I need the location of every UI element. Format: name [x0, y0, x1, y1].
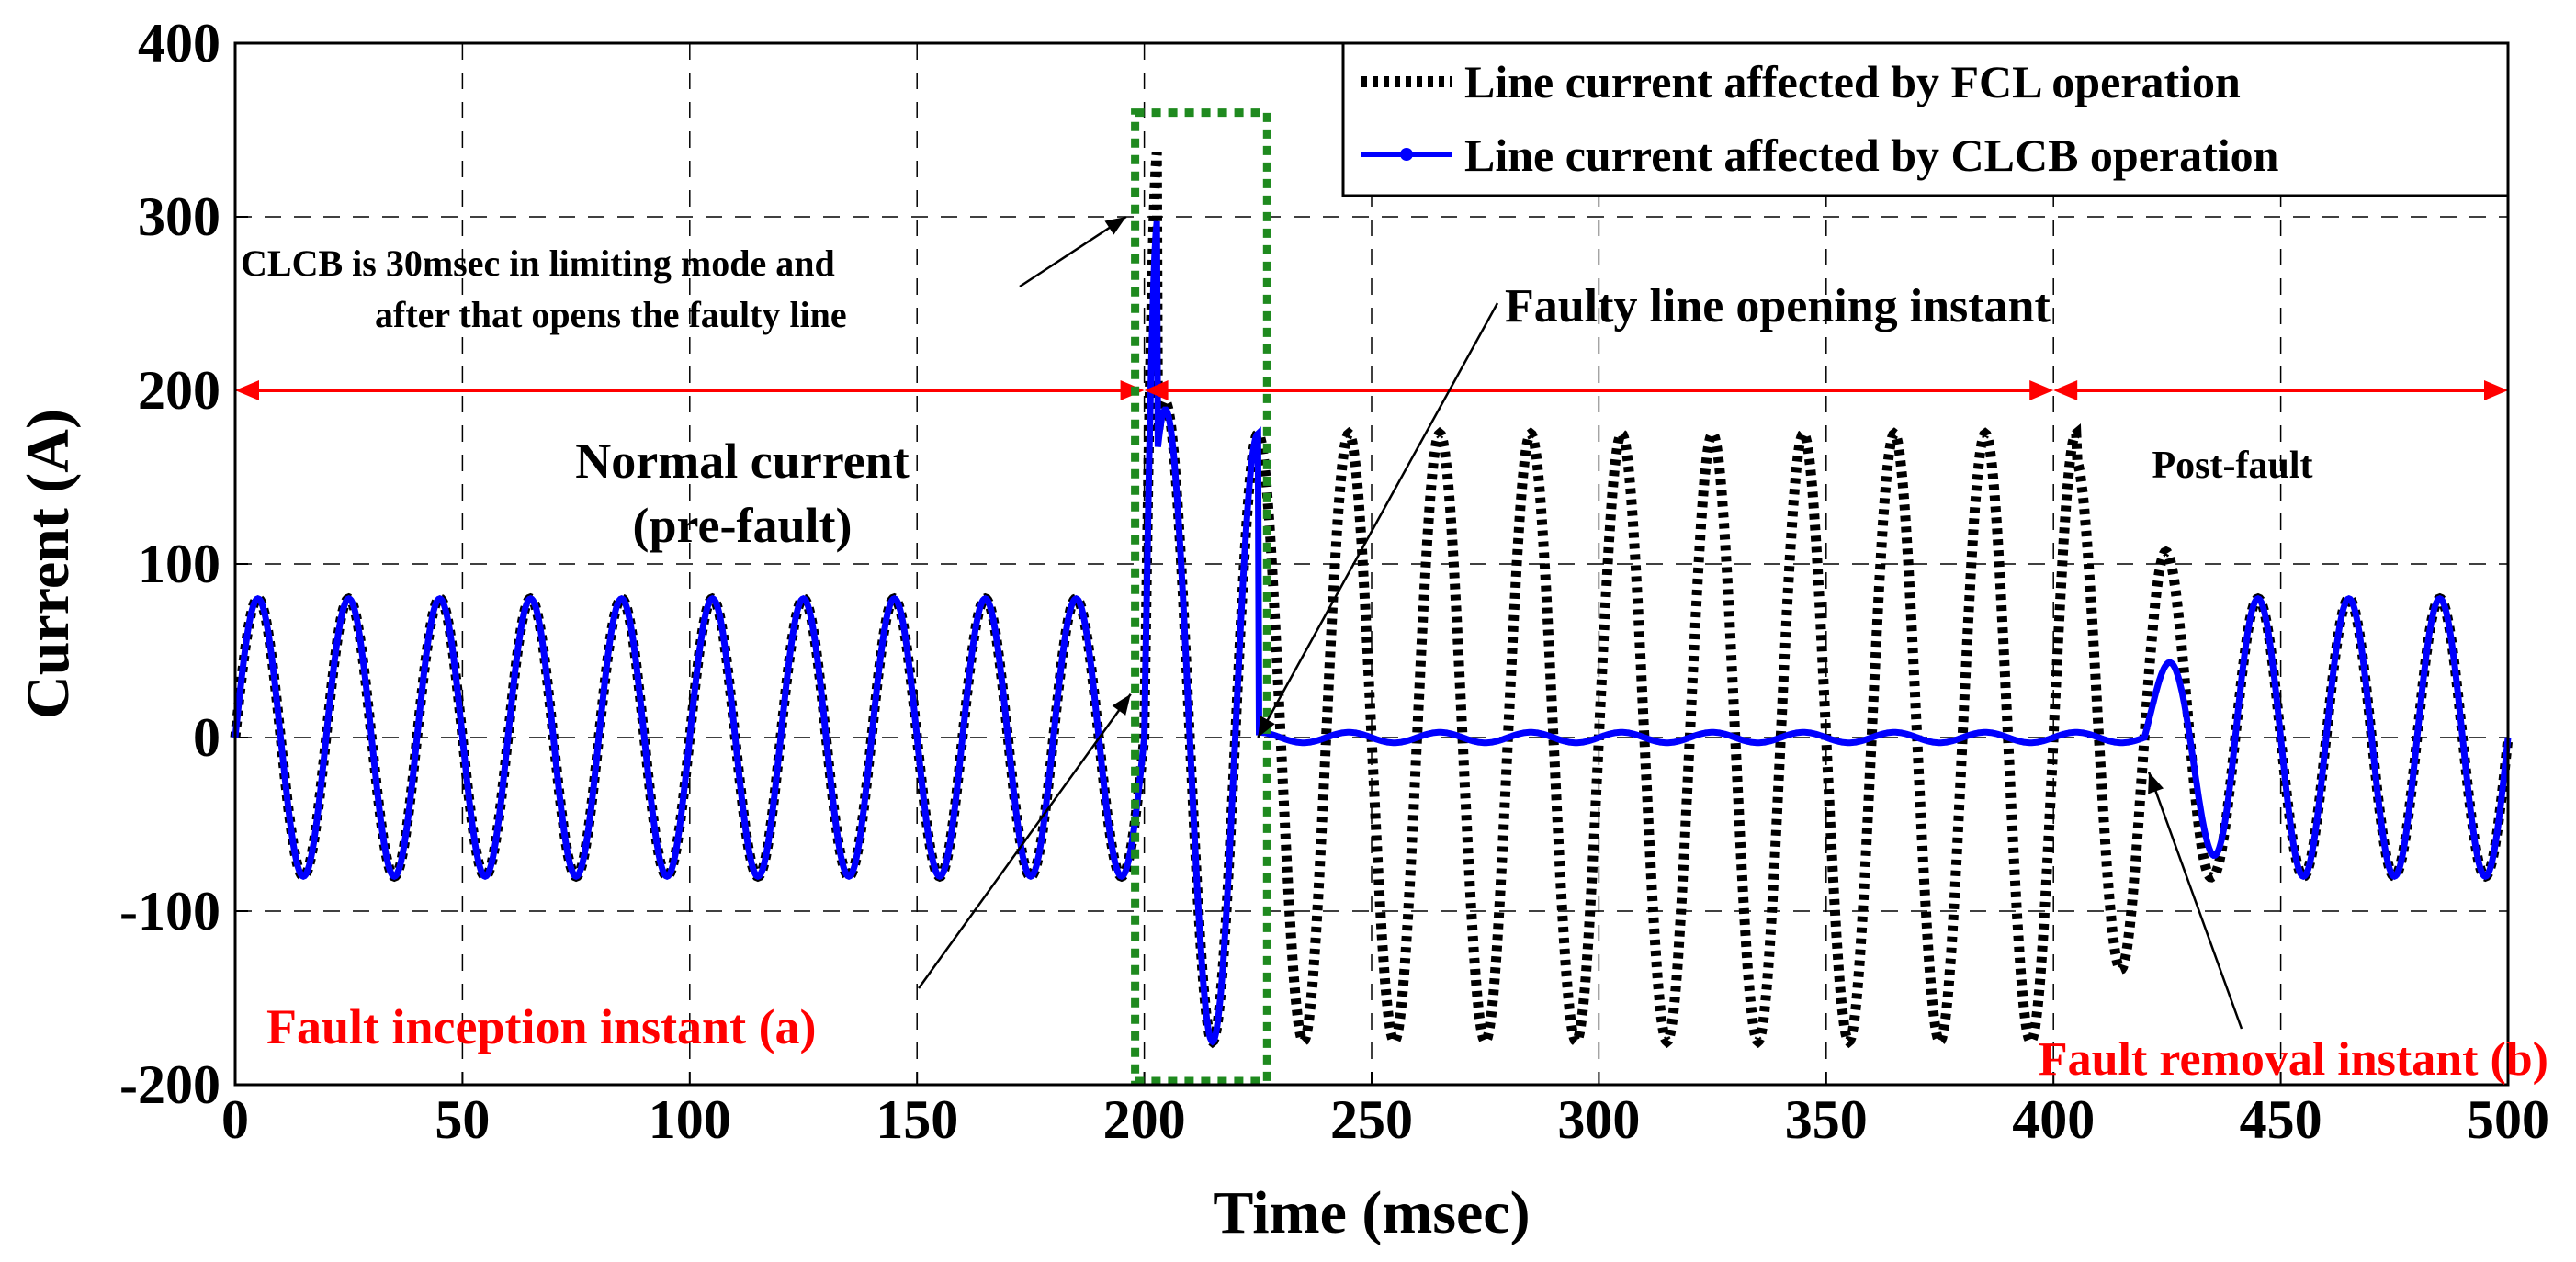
clcb-note-line2: after that opens the faulty line: [375, 294, 847, 335]
x-tick-label: 450: [2240, 1089, 2322, 1150]
fault-inception-leader-head: [1112, 693, 1131, 716]
normal-current-label-line2: (pre-fault): [633, 498, 853, 553]
y-tick-label: 400: [138, 13, 220, 73]
normal-current-label-line1: Normal current: [575, 434, 909, 489]
span-arrowhead-left: [235, 380, 259, 400]
legend-fcl-label: Line current affected by FCL operation: [1464, 56, 2241, 107]
annotation-overlays: [235, 108, 2508, 1086]
y-tick-label: 200: [138, 360, 220, 421]
x-tick-label: 400: [2012, 1089, 2095, 1150]
faulty-line-opening-label: Faulty line opening instant: [1505, 280, 2051, 332]
fault-removal-label: Fault removal instant (b): [2039, 1033, 2548, 1086]
faulty-line-leader-head: [1258, 716, 1275, 738]
series-group: [230, 152, 2514, 1049]
clcb-note-line1: CLCB is 30msec in limiting mode and: [241, 242, 835, 284]
faulty-line-leader: [1257, 302, 1499, 738]
y-tick-label: 100: [138, 534, 220, 594]
span-arrowhead-right: [2029, 380, 2054, 400]
x-tick-label: 250: [1330, 1089, 1413, 1150]
x-tick-label: 150: [876, 1089, 958, 1150]
x-tick-label: 500: [2467, 1089, 2549, 1150]
x-tick-label: 200: [1103, 1089, 1186, 1150]
fault-removal-leader-head: [2148, 772, 2164, 794]
y-tick-label: -200: [119, 1054, 220, 1115]
fault-inception-label: Fault inception instant (a): [266, 999, 817, 1054]
clcb-note-leader: [1019, 215, 1127, 288]
y-axis-title: Current (A): [15, 409, 82, 719]
x-axis-title: Time (msec): [1213, 1179, 1530, 1246]
y-tick-label: -100: [119, 881, 220, 941]
fault-removal-leader: [2147, 772, 2243, 1030]
y-tick-label: 0: [193, 707, 220, 768]
post-fault-label: Post-fault: [2152, 445, 2313, 487]
span-arrowhead-right: [2484, 380, 2508, 400]
span-arrowhead-left: [2053, 380, 2078, 400]
legend: Line current affected by FCL operation L…: [1341, 41, 2510, 197]
clcb-note-leader-head: [1104, 217, 1126, 235]
fault-inception-leader: [917, 693, 1132, 989]
fault-highlight-box: [1131, 108, 1271, 1086]
x-tick-label: 0: [221, 1089, 249, 1150]
x-tick-label: 300: [1557, 1089, 1640, 1150]
legend-clcb-marker: [1400, 148, 1413, 161]
legend-clcb-label: Line current affected by CLCB operation: [1464, 130, 2279, 181]
x-tick-label: 350: [1785, 1089, 1868, 1150]
legend-box: [1341, 41, 2510, 197]
span-arrowhead-left: [1144, 380, 1169, 400]
tick-labels: 0 50 100 150 200 250 300 350 400 450 500 -200 -100 0 1…: [119, 13, 2549, 1150]
y-tick-label: 300: [138, 186, 220, 247]
series-clcb-line: [232, 220, 2512, 1046]
x-tick-label: 50: [435, 1089, 490, 1150]
x-tick-label: 100: [649, 1089, 731, 1150]
